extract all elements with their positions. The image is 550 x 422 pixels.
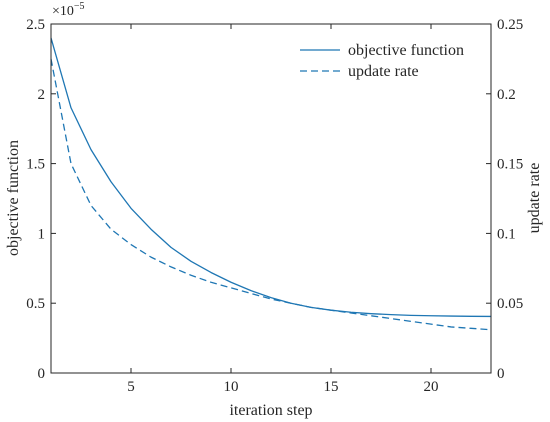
y-right-tick-label-5: 0.25 <box>497 17 523 33</box>
y-right-tick-label-0: 0 <box>497 366 505 382</box>
x-tick-label-2: 15 <box>324 379 339 395</box>
plot-area <box>51 24 491 373</box>
y-right-tick-label-1: 0.05 <box>497 296 523 312</box>
y-right-tick-label-3: 0.15 <box>497 157 523 173</box>
axis-multiplier-label: ×10−5 <box>52 1 85 19</box>
x-tick-label-3: 20 <box>424 379 439 395</box>
series-line-update-rate <box>50 58 492 331</box>
y-left-tick-label-3: 1.5 <box>26 157 45 173</box>
y-axis-right-label: update rate <box>526 163 543 234</box>
y-left-tick-label-1: 0.5 <box>26 296 45 312</box>
series-layer <box>50 37 492 331</box>
plot-frame <box>50 23 492 374</box>
y-left-tick-label-4: 2 <box>38 87 46 103</box>
x-axis-label: iteration step <box>229 402 312 419</box>
y-axis-left-label: objective function <box>5 140 22 256</box>
legend: objective function update rate <box>300 42 464 80</box>
y-left-tick-label-5: 2.5 <box>26 17 45 33</box>
series-line-objective-function <box>50 37 492 318</box>
y-left-tick-label-2: 1 <box>38 226 46 242</box>
labels-layer: 5 10 15 20 0 0.5 1 1.5 2 2.5 0 0.05 0.1 0.15 0.2 0.25 <box>26 17 523 395</box>
y-right-tick-label-4: 0.2 <box>497 87 516 103</box>
x-tick-label-0: 5 <box>127 379 135 395</box>
x-tick-label-1: 10 <box>224 379 239 395</box>
legend-label-update-rate: update rate <box>348 63 419 80</box>
y-left-tick-label-0: 0 <box>38 366 46 382</box>
y-right-tick-label-2: 0.1 <box>497 226 516 242</box>
legend-label-objective-function: objective function <box>348 42 464 59</box>
